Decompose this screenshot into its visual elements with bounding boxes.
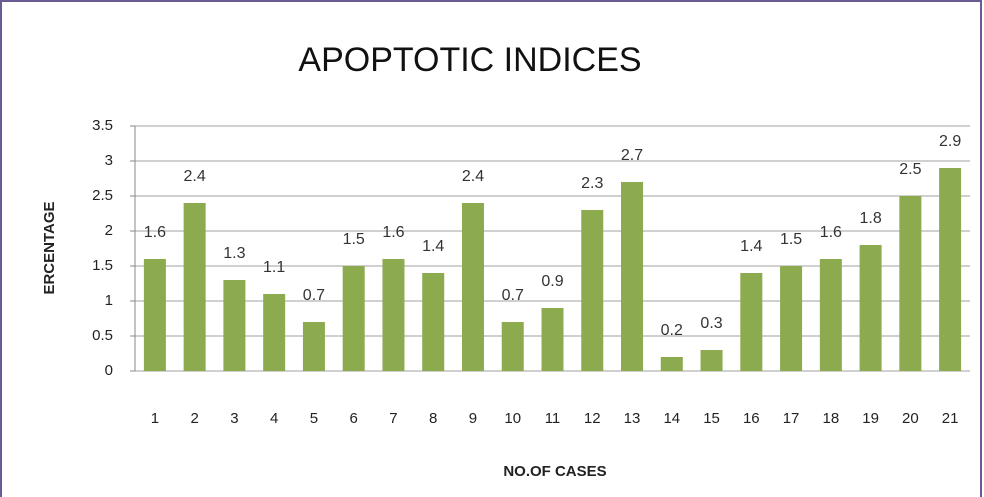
x-tick-label: 8 <box>429 410 437 427</box>
chart-title: APOPTOTIC INDICES <box>298 41 641 79</box>
bar <box>223 280 246 371</box>
value-label: 2.4 <box>462 168 484 185</box>
value-label: 1.4 <box>422 238 444 255</box>
x-tick-label: 3 <box>230 410 238 427</box>
value-label: 1.1 <box>263 259 285 276</box>
y-tick-label: 2.5 <box>92 187 113 204</box>
x-tick-label: 1 <box>151 410 159 427</box>
value-label: 1.8 <box>859 210 881 227</box>
x-tick-label: 13 <box>624 410 641 427</box>
x-tick-label: 21 <box>942 410 959 427</box>
bar <box>461 203 484 371</box>
x-tick-label: 4 <box>270 410 278 427</box>
x-tick-label: 7 <box>389 410 397 427</box>
y-axis-title: ERCENTAGE <box>41 201 58 294</box>
bar <box>660 357 683 371</box>
x-tick-label: 5 <box>310 410 318 427</box>
bar <box>700 350 723 371</box>
bar <box>183 203 206 371</box>
y-tick-label: 0 <box>105 362 113 379</box>
x-tick-label: 16 <box>743 410 760 427</box>
value-label: 1.5 <box>780 231 802 248</box>
value-label: 2.7 <box>621 147 643 164</box>
x-axis-title: NO.OF CASES <box>503 463 606 480</box>
x-tick-label: 18 <box>822 410 839 427</box>
value-label: 2.5 <box>899 161 921 178</box>
value-label: 1.6 <box>820 224 842 241</box>
value-label: 1.6 <box>144 224 166 241</box>
x-tick-label: 12 <box>584 410 601 427</box>
y-tick-label: 2 <box>105 222 113 239</box>
bar <box>342 266 365 371</box>
bar <box>859 245 882 371</box>
bar <box>382 259 405 371</box>
x-tick-label: 14 <box>663 410 680 427</box>
value-label: 1.5 <box>343 231 365 248</box>
value-label: 0.9 <box>541 273 563 290</box>
bar <box>621 182 644 371</box>
x-tick-label: 11 <box>545 410 561 427</box>
bar <box>581 210 604 371</box>
bar <box>780 266 803 371</box>
value-label: 2.9 <box>939 133 961 150</box>
value-label: 2.4 <box>184 168 206 185</box>
y-tick-label: 3.5 <box>92 117 113 134</box>
value-label: 1.3 <box>223 245 245 262</box>
x-tick-label: 17 <box>783 410 800 427</box>
bar <box>263 294 286 371</box>
bar <box>501 322 524 371</box>
bar <box>422 273 445 371</box>
value-label: 2.3 <box>581 175 603 192</box>
value-label: 1.4 <box>740 238 762 255</box>
bar <box>143 259 166 371</box>
x-tick-label: 2 <box>190 410 198 427</box>
x-tick-label: 20 <box>902 410 919 427</box>
bar <box>939 168 962 371</box>
bar <box>740 273 763 371</box>
y-tick-label: 1.5 <box>92 257 113 274</box>
value-label: 0.2 <box>661 322 683 339</box>
bar <box>541 308 564 371</box>
bar <box>302 322 325 371</box>
value-label: 0.7 <box>502 287 524 304</box>
value-label: 0.3 <box>700 315 722 332</box>
y-tick-label: 3 <box>105 152 113 169</box>
y-tick-label: 0.5 <box>92 327 113 344</box>
bar <box>899 196 922 371</box>
x-tick-label: 15 <box>703 410 720 427</box>
y-tick-label: 1 <box>105 292 113 309</box>
x-tick-label: 19 <box>862 410 879 427</box>
x-tick-label: 9 <box>469 410 477 427</box>
x-tick-label: 6 <box>350 410 358 427</box>
value-label: 0.7 <box>303 287 325 304</box>
x-tick-label: 10 <box>504 410 521 427</box>
bar <box>819 259 842 371</box>
value-label: 1.6 <box>382 224 404 241</box>
